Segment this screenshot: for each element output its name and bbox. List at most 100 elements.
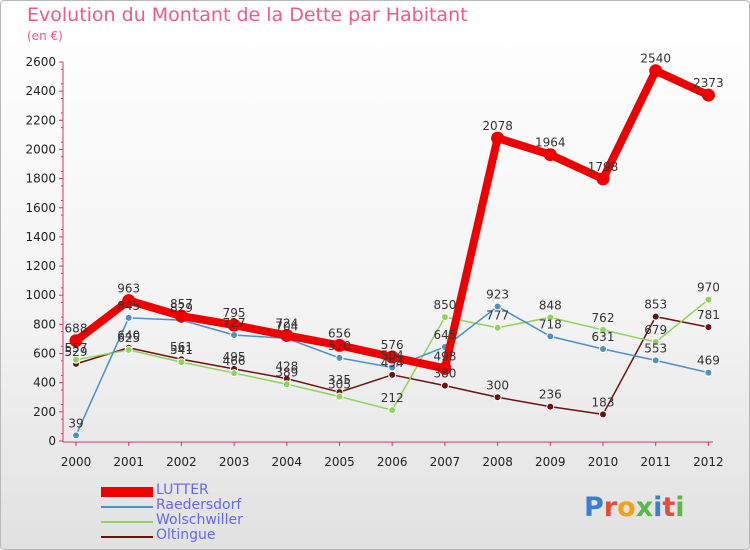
y-tick-label: 0	[48, 434, 56, 448]
y-tick-label: 1200	[25, 259, 56, 273]
data-point	[177, 358, 186, 367]
data-label: 183	[592, 395, 615, 409]
logo-letter: t	[662, 492, 675, 523]
data-label: 570	[328, 339, 351, 353]
data-point	[388, 406, 397, 415]
data-point	[493, 323, 502, 332]
data-label: 561	[170, 340, 193, 354]
legend-swatch	[101, 506, 153, 508]
data-point	[230, 331, 239, 340]
data-point	[440, 381, 449, 390]
y-tick-label: 800	[33, 317, 56, 331]
data-point	[599, 345, 607, 354]
data-point	[124, 345, 133, 354]
series-lutter	[69, 64, 715, 375]
data-point	[230, 369, 239, 378]
data-point	[649, 64, 663, 78]
data-label: 557	[65, 341, 88, 355]
data-point	[72, 431, 80, 440]
legend-swatch	[101, 536, 153, 538]
data-label: 857	[170, 297, 193, 311]
data-label: 498	[433, 349, 456, 363]
data-label: 829	[170, 301, 193, 315]
logo-letter: o	[617, 492, 636, 523]
data-label: 428	[275, 360, 298, 374]
data-point	[335, 392, 344, 401]
data-label: 541	[170, 343, 193, 357]
data-label: 631	[592, 330, 615, 344]
data-label: 853	[644, 298, 667, 312]
x-tick-label: 2004	[272, 455, 303, 469]
data-label: 495	[223, 350, 246, 364]
data-point	[491, 131, 505, 145]
data-point	[388, 370, 397, 379]
data-label: 645	[433, 328, 456, 342]
data-point	[651, 312, 660, 321]
data-label: 212	[381, 391, 404, 405]
data-point	[440, 313, 449, 322]
y-tick-label: 1800	[25, 172, 56, 186]
data-label: 576	[381, 338, 404, 352]
chart-title: Evolution du Montant de la Dette par Hab…	[27, 4, 468, 26]
data-point	[388, 363, 397, 372]
data-label: 777	[486, 309, 509, 323]
data-label: 679	[644, 323, 667, 337]
data-point	[493, 302, 502, 311]
data-label: 466	[223, 354, 246, 368]
data-label: 2078	[482, 119, 513, 133]
y-tick-label: 200	[33, 405, 56, 419]
data-label: 1964	[535, 136, 566, 150]
legend-label: Raedersdorf	[156, 497, 242, 513]
x-tick-label: 2002	[166, 455, 197, 469]
data-label: 529	[65, 345, 88, 359]
data-point	[704, 368, 713, 377]
data-point	[335, 353, 344, 362]
data-point	[282, 380, 291, 389]
data-label: 781	[697, 308, 720, 322]
legend-swatch	[101, 521, 153, 523]
x-tick-label: 2006	[377, 455, 408, 469]
data-label: 656	[328, 326, 351, 340]
data-point	[280, 328, 294, 342]
data-point	[546, 313, 555, 322]
x-tick-label: 2003	[219, 455, 250, 469]
series-wolschwiller	[72, 295, 713, 415]
data-label: 625	[117, 331, 140, 345]
x-tick-label: 2007	[430, 455, 461, 469]
data-point	[546, 332, 555, 341]
data-label: 335	[328, 373, 351, 387]
y-tick-label: 400	[33, 376, 56, 390]
x-tick-label: 2005	[324, 455, 355, 469]
y-tick-label: 600	[33, 347, 56, 361]
data-label: 469	[697, 354, 720, 368]
data-point	[227, 318, 241, 332]
data-point	[701, 88, 715, 102]
data-point	[493, 393, 502, 402]
data-point	[651, 356, 660, 365]
data-label: 2540	[640, 52, 671, 66]
data-label: 300	[486, 378, 509, 392]
data-label: 380	[433, 367, 456, 381]
y-tick-label: 2600	[25, 55, 56, 69]
data-label: 504	[381, 349, 404, 363]
data-label: 39	[68, 416, 83, 430]
data-point	[72, 355, 80, 364]
data-point	[333, 338, 346, 352]
logo-letter: i	[675, 492, 684, 523]
data-label: 963	[117, 282, 140, 296]
logo-letter: i	[653, 492, 662, 523]
legend-item-oltingue: Oltingue	[101, 527, 301, 544]
data-label: 850	[433, 298, 456, 312]
data-label: 762	[592, 311, 615, 325]
x-tick-label: 2012	[693, 455, 724, 469]
x-tick-label: 2000	[61, 455, 92, 469]
y-tick-label: 2400	[25, 84, 56, 98]
data-point	[704, 323, 713, 332]
legend-label: Oltingue	[156, 527, 216, 543]
x-tick-label: 2009	[535, 455, 566, 469]
data-point	[69, 334, 83, 348]
logo-text: Proxiti	[584, 492, 685, 523]
data-label: 305	[328, 378, 351, 392]
